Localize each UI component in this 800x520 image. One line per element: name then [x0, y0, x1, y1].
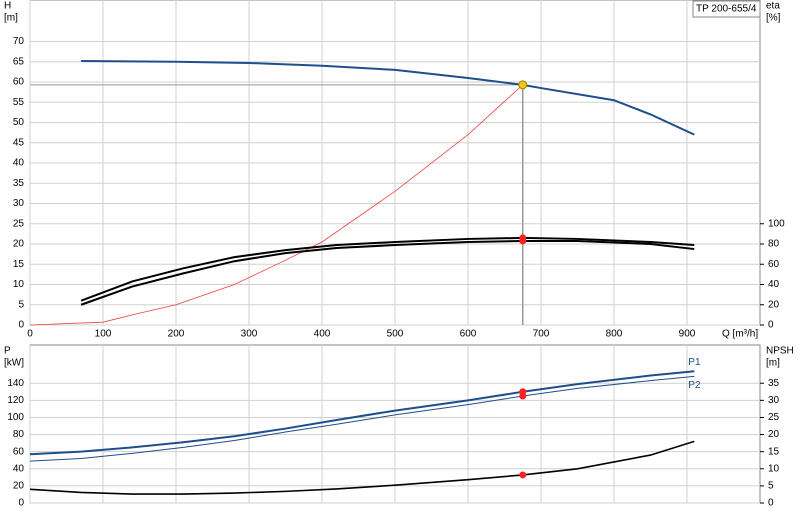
y-tick-label: 5: [18, 299, 24, 310]
x-tick-label: 400: [314, 329, 331, 340]
x-tick-label: 600: [460, 329, 477, 340]
y-tick-label: 60: [13, 77, 25, 88]
curve: [80, 236, 695, 302]
y2-tick-label: 20: [768, 429, 780, 440]
curve: [81, 59, 695, 136]
y2-tick-label: 100: [768, 218, 785, 229]
y-tick-label: 65: [13, 56, 25, 67]
y2-tick-label: 20: [768, 299, 780, 310]
y-tick-label: 80: [13, 429, 25, 440]
y2-tick-label: 40: [768, 279, 780, 290]
y2-axis-label: NPSH: [766, 346, 794, 357]
y2-tick-label: 0: [768, 320, 774, 331]
y-axis-label: P: [4, 346, 11, 357]
x-tick-label: 800: [606, 329, 623, 340]
x-tick-label: 100: [95, 329, 112, 340]
x-tick-label: 300: [241, 329, 258, 340]
y2-tick-label: 15: [768, 446, 780, 457]
curve: [29, 370, 695, 456]
y-tick-label: 140: [7, 378, 24, 389]
y-tick-label: 60: [13, 446, 25, 457]
y2-tick-label: 5: [768, 481, 774, 492]
y-tick-label: 30: [13, 198, 25, 209]
y2-tick-label: 60: [768, 259, 780, 270]
x-tick-label: 500: [387, 329, 404, 340]
x-tick-label: 900: [679, 329, 696, 340]
y-tick-label: 10: [13, 279, 25, 290]
y-tick-label: 20: [13, 481, 25, 492]
y-axis-unit: [kW]: [4, 358, 24, 369]
y2-tick-label: 10: [768, 463, 780, 474]
y-tick-label: 15: [13, 259, 25, 270]
y-axis-label: H: [4, 1, 11, 12]
point-marker: [519, 237, 527, 245]
y-tick-label: 40: [13, 463, 25, 474]
y-tick-label: 35: [13, 178, 25, 189]
x-axis-label: Q [m³/h]: [722, 329, 758, 340]
point-marker: [519, 471, 527, 479]
x-tick-label: 0: [27, 329, 33, 340]
curve: [29, 375, 695, 462]
y-tick-label: 25: [13, 218, 25, 229]
model-box: [692, 0, 761, 18]
y-axis-unit: [m]: [4, 13, 18, 24]
y2-tick-label: 35: [768, 378, 780, 389]
y-tick-label: 0: [18, 320, 24, 331]
y-tick-label: 20: [13, 239, 25, 250]
y2-tick-label: 0: [768, 498, 774, 509]
curve-label: P1: [688, 357, 701, 368]
y-tick-label: 120: [7, 395, 24, 406]
curve-label: P2: [688, 380, 701, 391]
curve: [29, 84, 524, 326]
x-tick-label: 700: [533, 329, 550, 340]
y-tick-label: 45: [13, 137, 25, 148]
y2-axis-unit: [m]: [766, 358, 780, 369]
y-tick-label: 40: [13, 158, 25, 169]
y2-axis-unit: [%]: [766, 13, 781, 24]
y2-axis-label: eta: [766, 1, 780, 12]
y-tick-label: 50: [13, 117, 25, 128]
y2-tick-label: 80: [768, 239, 780, 250]
y-tick-label: 55: [13, 97, 25, 108]
y2-tick-label: 25: [768, 412, 780, 423]
x-tick-label: 200: [168, 329, 185, 340]
y-tick-label: 100: [7, 412, 24, 423]
y-tick-label: 70: [13, 36, 25, 47]
model-label: TP 200-655/4: [696, 4, 757, 15]
point-marker: [519, 392, 527, 400]
y-tick-label: 0: [18, 498, 24, 509]
curve: [80, 239, 695, 306]
curve: [29, 440, 695, 495]
duty-point: [518, 80, 528, 90]
y2-tick-label: 30: [768, 395, 780, 406]
